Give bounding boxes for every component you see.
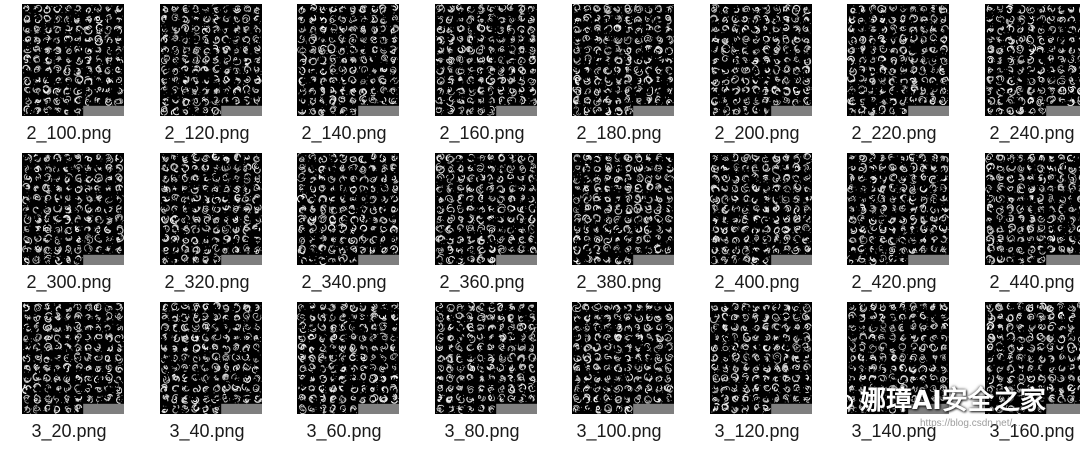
file-item[interactable]: 2_180.png	[550, 4, 688, 152]
file-item[interactable]: 2_100.png	[0, 4, 138, 152]
thumbnail-image	[297, 302, 399, 414]
file-name[interactable]: 2_140.png	[301, 123, 387, 143]
file-name[interactable]: 2_420.png	[851, 272, 937, 292]
file-thumbnail[interactable]	[22, 153, 124, 265]
file-item[interactable]: 2_220.png	[825, 4, 963, 152]
thumbnail-image	[985, 302, 1080, 414]
thumbnail-image	[847, 4, 949, 116]
file-name[interactable]: 2_120.png	[164, 123, 250, 143]
file-item[interactable]: 2_200.png	[688, 4, 826, 152]
file-name[interactable]: 2_400.png	[714, 272, 800, 292]
thumbnail-image	[435, 153, 537, 265]
thumbnail-image	[160, 302, 262, 414]
file-thumbnail[interactable]	[847, 4, 949, 116]
thumbnail-image	[710, 302, 812, 414]
file-name[interactable]: 3_140.png	[851, 421, 937, 441]
file-item[interactable]: 3_140.png	[825, 302, 963, 450]
thumbnail-image	[22, 153, 124, 265]
thumbnail-image	[847, 302, 949, 414]
file-thumbnail[interactable]	[572, 153, 674, 265]
file-item[interactable]: 2_400.png	[688, 153, 826, 301]
thumbnail-image	[22, 4, 124, 116]
file-name[interactable]: 3_160.png	[989, 421, 1075, 441]
file-thumbnail[interactable]	[985, 153, 1080, 265]
file-name[interactable]: 3_40.png	[169, 421, 245, 441]
file-item[interactable]: 2_440.png	[963, 153, 1080, 301]
thumbnail-image	[710, 4, 812, 116]
file-name[interactable]: 2_100.png	[26, 123, 112, 143]
thumbnail-image	[297, 153, 399, 265]
file-name[interactable]: 3_120.png	[714, 421, 800, 441]
file-item[interactable]: 2_140.png	[275, 4, 413, 152]
file-thumbnail[interactable]	[572, 4, 674, 116]
file-thumbnail[interactable]	[160, 302, 262, 414]
file-name[interactable]: 3_80.png	[444, 421, 520, 441]
thumbnail-image	[160, 153, 262, 265]
file-thumbnail[interactable]	[297, 302, 399, 414]
file-thumbnail[interactable]	[435, 4, 537, 116]
file-name[interactable]: 2_300.png	[26, 272, 112, 292]
file-item[interactable]: 3_20.png	[0, 302, 138, 450]
file-thumbnail[interactable]	[435, 153, 537, 265]
thumbnail-image	[297, 4, 399, 116]
file-item[interactable]: 3_40.png	[138, 302, 276, 450]
file-item[interactable]: 2_340.png	[275, 153, 413, 301]
thumbnail-image	[572, 153, 674, 265]
file-name[interactable]: 2_360.png	[439, 272, 525, 292]
thumbnail-image	[22, 302, 124, 414]
file-name[interactable]: 2_380.png	[576, 272, 662, 292]
file-thumbnail[interactable]	[160, 153, 262, 265]
thumbnail-image	[985, 153, 1080, 265]
file-thumbnail[interactable]	[572, 302, 674, 414]
file-item[interactable]: 2_320.png	[138, 153, 276, 301]
file-item[interactable]: 3_80.png	[413, 302, 551, 450]
file-item[interactable]: 2_420.png	[825, 153, 963, 301]
thumbnail-image	[160, 4, 262, 116]
file-item[interactable]: 3_60.png	[275, 302, 413, 450]
file-name[interactable]: 3_60.png	[306, 421, 382, 441]
file-item[interactable]: 3_120.png	[688, 302, 826, 450]
file-thumbnail[interactable]	[710, 153, 812, 265]
thumbnail-image	[985, 4, 1080, 116]
thumbnail-image	[847, 153, 949, 265]
file-item[interactable]: 2_240.png	[963, 4, 1080, 152]
file-thumbnail[interactable]	[847, 302, 949, 414]
file-item[interactable]: 2_380.png	[550, 153, 688, 301]
file-name[interactable]: 2_340.png	[301, 272, 387, 292]
file-thumbnail[interactable]	[435, 302, 537, 414]
file-name[interactable]: 2_180.png	[576, 123, 662, 143]
file-item[interactable]: 2_160.png	[413, 4, 551, 152]
file-thumbnail[interactable]	[847, 153, 949, 265]
file-name[interactable]: 2_240.png	[989, 123, 1075, 143]
file-name[interactable]: 2_320.png	[164, 272, 250, 292]
file-item[interactable]: 2_120.png	[138, 4, 276, 152]
file-item[interactable]: 2_360.png	[413, 153, 551, 301]
file-thumbnail[interactable]	[710, 302, 812, 414]
file-name[interactable]: 3_20.png	[31, 421, 107, 441]
file-thumbnail[interactable]	[985, 4, 1080, 116]
file-thumbnail[interactable]	[985, 302, 1080, 414]
thumbnail-image	[572, 4, 674, 116]
thumbnail-image	[710, 153, 812, 265]
file-name[interactable]: 3_100.png	[576, 421, 662, 441]
thumbnail-image	[435, 302, 537, 414]
thumbnail-image	[435, 4, 537, 116]
file-thumbnail[interactable]	[297, 4, 399, 116]
file-name[interactable]: 2_440.png	[989, 272, 1075, 292]
file-thumbnail[interactable]	[22, 4, 124, 116]
file-thumbnail[interactable]	[297, 153, 399, 265]
file-name[interactable]: 2_220.png	[851, 123, 937, 143]
file-item[interactable]: 2_300.png	[0, 153, 138, 301]
file-name[interactable]: 2_160.png	[439, 123, 525, 143]
file-item[interactable]: 3_160.png	[963, 302, 1080, 450]
file-thumbnail[interactable]	[160, 4, 262, 116]
file-thumbnail[interactable]	[22, 302, 124, 414]
file-name[interactable]: 2_200.png	[714, 123, 800, 143]
thumbnail-image	[572, 302, 674, 414]
file-item[interactable]: 3_100.png	[550, 302, 688, 450]
file-thumbnail[interactable]	[710, 4, 812, 116]
